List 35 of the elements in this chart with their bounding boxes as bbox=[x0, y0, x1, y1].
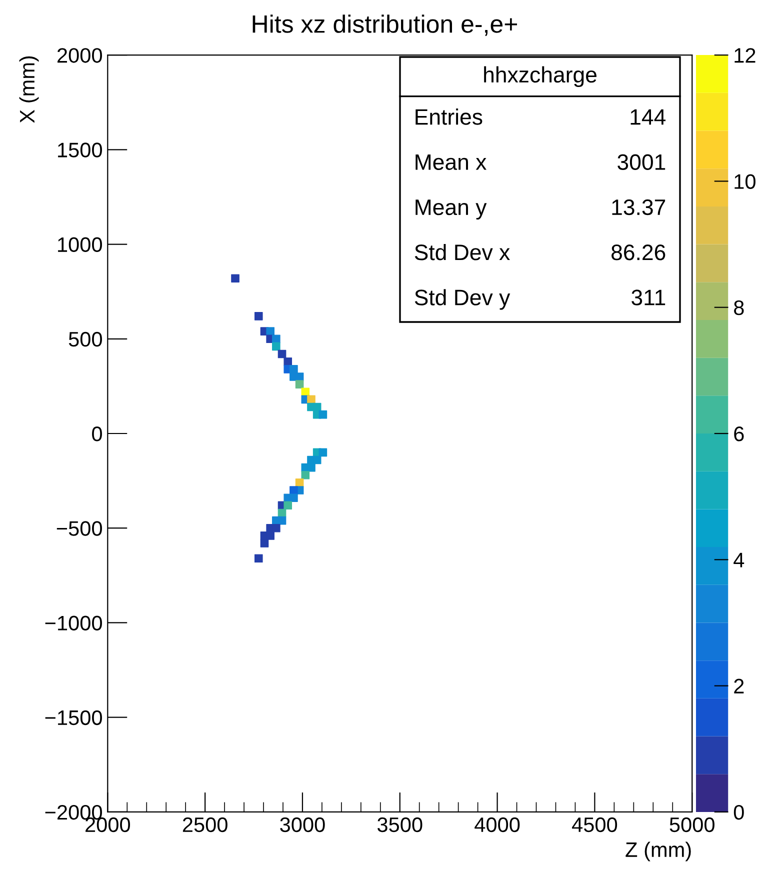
color-bar-label: 4 bbox=[734, 552, 744, 568]
y-tick-label: 500 bbox=[68, 332, 102, 347]
y-tick-label: −1000 bbox=[45, 616, 102, 630]
color-bar-label: 2 bbox=[734, 678, 744, 694]
color-bar-label: 0 bbox=[734, 804, 744, 820]
y-tick-label: −500 bbox=[56, 521, 102, 536]
y-tick-label: 1000 bbox=[58, 237, 102, 252]
annotation: 3001 bbox=[618, 154, 666, 170]
y-tick-label: 1500 bbox=[58, 142, 102, 158]
annotation: Mean y bbox=[416, 200, 487, 220]
chart-title: Hits xz distribution e-,e+ bbox=[252, 14, 518, 36]
x-tick-label: 5000 bbox=[670, 817, 714, 832]
x-tick-label: 2500 bbox=[182, 817, 228, 832]
annotation: 13.37 bbox=[612, 199, 666, 216]
annotation: Std Dev y bbox=[414, 289, 510, 310]
y-tick-label: −1500 bbox=[45, 710, 102, 726]
x-tick-label: 4500 bbox=[572, 817, 618, 832]
y-tick-label: 2000 bbox=[58, 48, 102, 63]
color-bar-label: 10 bbox=[734, 174, 756, 189]
y-axis-title: X (mm) bbox=[19, 56, 39, 123]
y-tick-label: 0 bbox=[92, 426, 102, 442]
color-bar-label: 6 bbox=[734, 426, 744, 442]
x-axis-title: Z (mm) bbox=[626, 842, 691, 862]
annotation: 311 bbox=[632, 290, 666, 306]
annotation: Mean x bbox=[416, 154, 486, 170]
x-tick-label: 4000 bbox=[474, 817, 520, 832]
x-tick-label: 3500 bbox=[378, 817, 422, 832]
color-bar-label: 12 bbox=[734, 48, 756, 63]
annotation: Entries bbox=[416, 108, 482, 125]
annotation: hhxzcharge bbox=[484, 66, 596, 88]
annotation: 86.26 bbox=[612, 244, 666, 260]
x-tick-label: 3000 bbox=[280, 817, 325, 832]
annotation: Std Dev x bbox=[414, 244, 510, 260]
annotation: 144 bbox=[630, 109, 666, 125]
color-bar-label: 8 bbox=[734, 300, 744, 316]
